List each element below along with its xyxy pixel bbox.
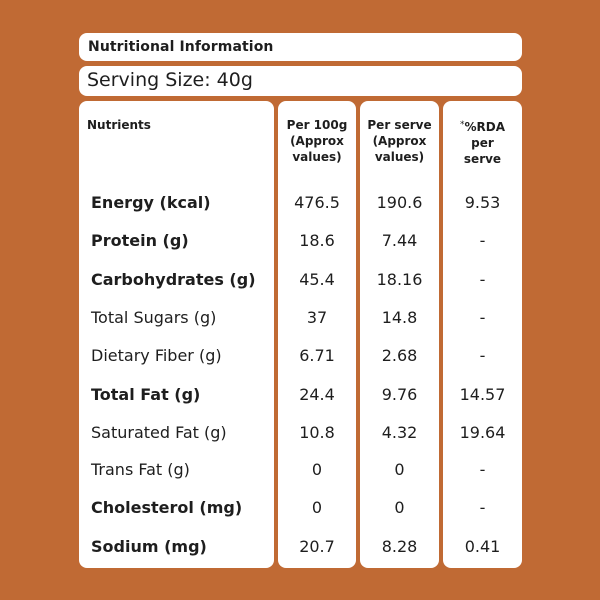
rda-value: 14.57 — [459, 385, 506, 404]
rda-header-label: %RDA — [464, 120, 505, 134]
per-serve-header-line1: Per serve — [367, 118, 432, 132]
rda-header-line1: *%RDA — [443, 117, 522, 135]
per-serve-value: 9.76 — [381, 385, 418, 404]
nutrient-name: Energy (kcal) — [91, 193, 211, 212]
nutrient-name: Carbohydrates (g) — [91, 270, 256, 289]
per-100g-value: 18.6 — [299, 231, 335, 250]
per-serve-value: 7.44 — [381, 231, 418, 250]
per-100g-value: 20.7 — [299, 537, 335, 556]
per-100g-value: 0 — [311, 460, 323, 479]
rda-value: 9.53 — [464, 193, 501, 212]
nutrients-header: Nutrients — [87, 117, 274, 133]
per-100g-value: 6.71 — [299, 346, 335, 365]
per-100g-value: 37 — [306, 308, 328, 327]
per-100g-value: 476.5 — [294, 193, 340, 212]
per-100g-header-line1: Per 100g — [286, 118, 348, 132]
serving-size-box: Serving Size: 40g — [79, 66, 522, 96]
rda-value: - — [479, 498, 486, 517]
per-serve-value: 0 — [394, 460, 405, 479]
nutrient-name: Trans Fat (g) — [91, 460, 190, 479]
nutrient-name: Dietary Fiber (g) — [91, 346, 222, 365]
per-serve-value: 8.28 — [381, 537, 418, 556]
nutrients-header-label: Nutrients — [87, 118, 151, 132]
title-box: Nutritional Information — [79, 33, 522, 61]
serving-size-text: Serving Size: 40g — [87, 69, 253, 91]
per-100g-value: 24.4 — [299, 385, 335, 404]
rda-value: 0.41 — [464, 537, 501, 556]
nutrient-name: Sodium (mg) — [91, 537, 207, 556]
rda-value: - — [479, 308, 486, 327]
page-title: Nutritional Information — [88, 39, 274, 55]
per-100g-header-line3: values) — [292, 150, 342, 164]
nutrient-name: Total Fat (g) — [91, 385, 201, 404]
nutrient-name: Protein (g) — [91, 231, 189, 250]
rda-value: - — [479, 270, 486, 289]
per-100g-value: 10.8 — [299, 423, 335, 442]
rda-asterisk: * — [459, 120, 465, 130]
nutrient-name: Saturated Fat (g) — [91, 423, 227, 442]
per-100g-value: 0 — [311, 498, 323, 517]
rda-header-line3: serve — [463, 152, 502, 166]
per-serve-value: 4.32 — [381, 423, 418, 442]
nutrient-name: Cholesterol (mg) — [91, 498, 243, 517]
rda-column: *%RDA per serve 9.53 - - - - 14.57 19.64 - - 0.41 — [443, 101, 522, 568]
per-serve-value: 18.16 — [376, 270, 423, 289]
per-serve-value: 14.8 — [381, 308, 418, 327]
per-serve-value: 0 — [394, 498, 405, 517]
per-100g-value: 45.4 — [299, 270, 335, 289]
per-serve-header-line3: values) — [374, 150, 425, 164]
per-100g-column: Per 100g (Approx values) 476.5 18.6 45.4 37… — [278, 101, 356, 568]
rda-header: *%RDA per serve — [443, 117, 522, 167]
per-serve-value: 2.68 — [381, 346, 418, 365]
nutrients-column: Nutrients Energy (kcal) Protein (g) Carboh… — [79, 101, 274, 568]
per-serve-header-line2: (Approx — [372, 134, 427, 148]
per-100g-header: Per 100g (Approx values) — [278, 117, 356, 165]
rda-value: - — [479, 231, 486, 250]
per-100g-header-line2: (Approx — [290, 134, 344, 148]
rda-value: 19.64 — [459, 423, 506, 442]
per-serve-column: Per serve (Approx values) 190.6 7.44 18.16… — [360, 101, 439, 568]
rda-value: - — [479, 346, 486, 365]
rda-value: - — [479, 460, 486, 479]
per-serve-header: Per serve (Approx values) — [360, 117, 439, 165]
nutrient-name: Total Sugars (g) — [91, 308, 217, 327]
rda-header-line2: per — [471, 136, 494, 150]
per-serve-value: 190.6 — [376, 193, 423, 212]
